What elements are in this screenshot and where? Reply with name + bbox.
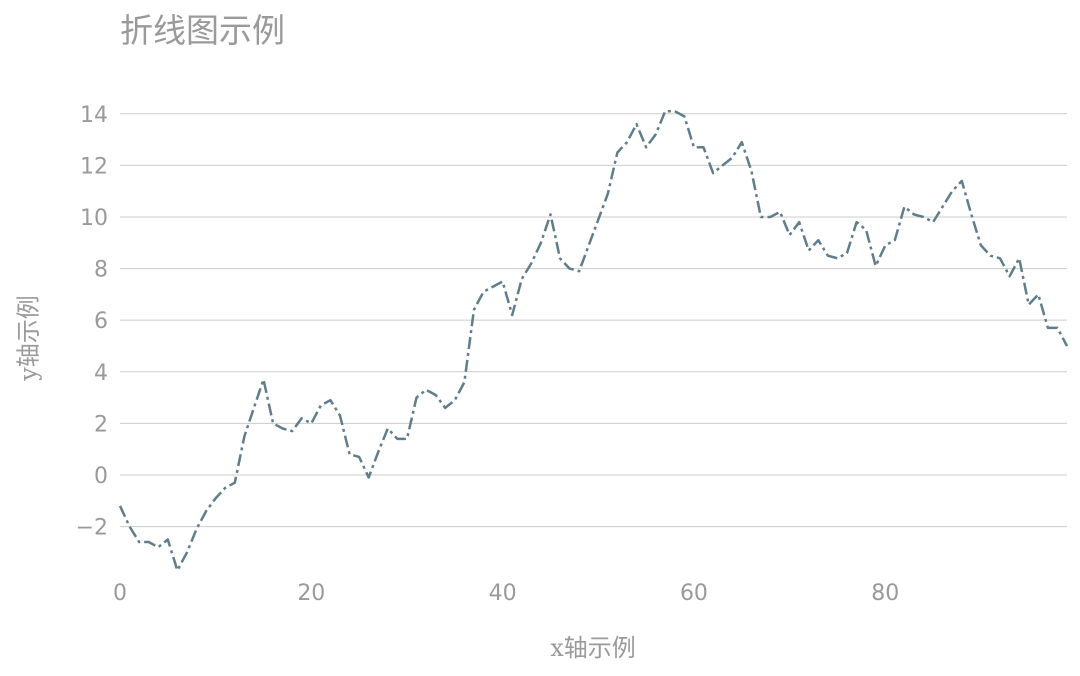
y-tick-label: 10	[80, 206, 108, 231]
y-tick-label: −2	[76, 516, 108, 541]
y-tick-label: 2	[94, 412, 108, 437]
y-tick-label: 4	[94, 361, 108, 386]
series-line	[118, 109, 1069, 572]
y-tick-label: 0	[94, 464, 108, 489]
grid-layer	[120, 113, 1067, 528]
y-axis-label: y轴示例	[14, 295, 43, 381]
x-axis-ticks: 0 20 40 60 80	[113, 581, 899, 606]
x-tick-label: 0	[113, 581, 127, 606]
x-tick-label: 80	[871, 581, 899, 606]
y-tick-label: 14	[80, 103, 108, 128]
y-tick-label: 6	[94, 309, 108, 334]
chart-title: 折线图示例	[120, 11, 285, 50]
x-tick-label: 40	[489, 581, 517, 606]
x-tick-label: 60	[680, 581, 708, 606]
x-axis-label: x轴示例	[550, 634, 636, 662]
y-axis-ticks: −2 0 2 4 6 8 10 12 14	[76, 103, 108, 541]
y-tick-label: 12	[80, 154, 108, 179]
y-tick-label: 8	[94, 258, 108, 283]
x-tick-label: 20	[297, 581, 325, 606]
